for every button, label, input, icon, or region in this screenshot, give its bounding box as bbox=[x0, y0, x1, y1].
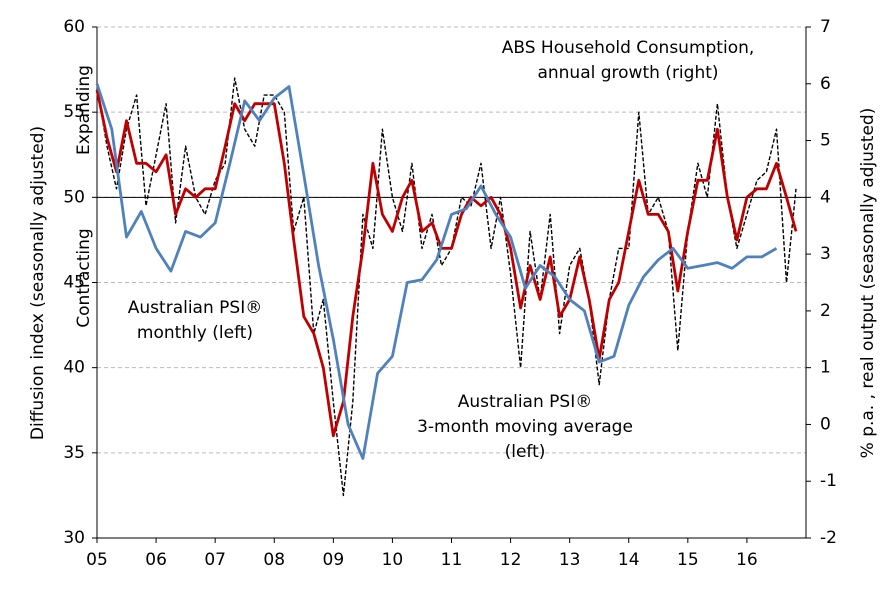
y2-tick-label: 5 bbox=[820, 131, 831, 151]
y-tick-label: 35 bbox=[63, 443, 85, 463]
y2-tick-label: 7 bbox=[820, 17, 831, 37]
y2-tick-label: -1 bbox=[820, 471, 837, 491]
y-axis-label: Diffusion index (seasonally adjusted) bbox=[28, 126, 48, 440]
y2-tick-label: 1 bbox=[820, 358, 831, 378]
annotation: 3-month moving average bbox=[417, 417, 633, 437]
annotation: Contracting bbox=[74, 228, 94, 327]
y2-tick-label: -2 bbox=[820, 528, 837, 548]
x-tick-label: 11 bbox=[441, 550, 463, 570]
annotation: monthly (left) bbox=[137, 323, 253, 343]
y2-tick-label: 3 bbox=[820, 244, 831, 264]
y2-axis-label: % p.a. , real output (seasonally adjuste… bbox=[858, 108, 878, 459]
x-tick-label: 16 bbox=[736, 550, 758, 570]
annotation: Australian PSI® bbox=[458, 392, 592, 412]
x-tick-label: 14 bbox=[618, 550, 640, 570]
series-line bbox=[95, 89, 798, 438]
x-tick-label: 15 bbox=[677, 550, 699, 570]
y-tick-label: 55 bbox=[63, 102, 85, 122]
x-tick-label: 06 bbox=[145, 550, 167, 570]
x-tick-label: 09 bbox=[323, 550, 345, 570]
y2-tick-label: 2 bbox=[820, 301, 831, 321]
y2-tick-label: 6 bbox=[820, 74, 831, 94]
y2-tick-label: 0 bbox=[820, 414, 831, 434]
x-tick-label: 07 bbox=[204, 550, 226, 570]
x-tick-label: 12 bbox=[500, 550, 522, 570]
series-line bbox=[95, 83, 778, 460]
x-tick-label: 13 bbox=[559, 550, 581, 570]
annotation: Expanding bbox=[74, 65, 94, 155]
x-tick-label: 10 bbox=[382, 550, 404, 570]
y2-tick-label: 4 bbox=[820, 187, 831, 207]
y-tick-label: 50 bbox=[63, 187, 85, 207]
annotation: Australian PSI® bbox=[128, 298, 262, 318]
series-line bbox=[96, 77, 797, 497]
y-tick-label: 60 bbox=[63, 17, 85, 37]
y-tick-label: 30 bbox=[63, 528, 85, 548]
y-tick-label: 40 bbox=[63, 358, 85, 378]
y-tick-label: 45 bbox=[63, 273, 85, 293]
annotation: annual growth (right) bbox=[537, 63, 718, 83]
annotation: (left) bbox=[505, 442, 546, 462]
x-tick-label: 08 bbox=[263, 550, 285, 570]
annotation: ABS Household Consumption, bbox=[502, 38, 755, 58]
x-tick-label: 05 bbox=[86, 550, 108, 570]
